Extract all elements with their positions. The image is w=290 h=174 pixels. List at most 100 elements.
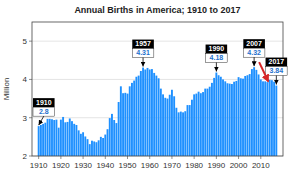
bar (264, 81, 266, 156)
bar (175, 108, 177, 156)
bars (38, 67, 278, 156)
bar (153, 73, 155, 156)
bar (220, 77, 222, 156)
bar (138, 76, 140, 156)
bar (135, 77, 137, 156)
bar (195, 94, 197, 156)
bar (258, 74, 260, 156)
x-tick-label: 1980 (185, 161, 203, 170)
bar (73, 124, 75, 156)
x-tick (127, 156, 128, 159)
bar (262, 81, 264, 156)
bar (109, 118, 111, 156)
x-axis: 1910192019301940195019601970198019902000… (30, 156, 270, 170)
bar (253, 67, 255, 156)
x-tick-label: 1950 (119, 161, 137, 170)
bar (213, 78, 215, 156)
bar (224, 81, 226, 156)
bar (260, 79, 262, 156)
annotation-value-box (132, 49, 154, 58)
annotation-value-box (243, 48, 265, 57)
bar (238, 77, 240, 156)
bar (189, 105, 191, 156)
x-tick-label: 2000 (230, 161, 248, 170)
x-tick (238, 156, 239, 159)
bar (84, 136, 86, 156)
x-tick (149, 156, 150, 159)
bar (242, 79, 244, 156)
x-tick-label: 1940 (96, 161, 114, 170)
x-tick-label: 1970 (163, 161, 181, 170)
annotation-value-box (206, 54, 228, 63)
x-tick (194, 156, 195, 159)
bar (120, 86, 122, 156)
bar (240, 78, 242, 156)
annotation-year-box (243, 39, 265, 48)
annotation-value: 2.8 (39, 108, 49, 115)
bar (115, 123, 117, 156)
bar (133, 81, 135, 156)
bar (44, 123, 46, 156)
bar (249, 74, 251, 156)
bar (49, 119, 51, 156)
x-tick (216, 156, 217, 159)
bar (255, 70, 257, 156)
y-tick-label: 4 (23, 75, 28, 84)
annotation-year-box (206, 45, 228, 54)
bar (53, 120, 55, 156)
y-tick-label: 2 (23, 152, 28, 161)
bar (162, 94, 164, 156)
annotation: 2007 4.32 (243, 39, 265, 66)
bar (55, 120, 57, 156)
annotation-value: 4.32 (247, 49, 261, 56)
annotation-value-box (266, 67, 288, 76)
bar (142, 68, 144, 156)
bar (155, 76, 157, 156)
bar (62, 117, 64, 156)
bar (169, 95, 171, 156)
annotation-arrow (143, 58, 144, 67)
bar (251, 69, 253, 156)
bar (215, 73, 217, 156)
bar (140, 71, 142, 156)
bar (113, 120, 115, 156)
annotation-year-box (266, 58, 288, 67)
annotation: 1910 2.8 (33, 98, 55, 125)
bar (122, 93, 124, 156)
bar (107, 129, 109, 156)
annotation-year: 2007 (246, 40, 262, 47)
bar (131, 83, 133, 156)
annotation-arrow (276, 76, 277, 85)
x-tick-label: 2010 (252, 161, 270, 170)
annotation-year: 1910 (36, 99, 52, 106)
bar (233, 82, 235, 156)
bar (222, 79, 224, 156)
y-tick (29, 41, 32, 42)
bar (102, 138, 104, 156)
bar (171, 90, 173, 156)
x-tick (60, 156, 61, 159)
bar (227, 83, 229, 156)
annotation-year: 1990 (209, 45, 225, 52)
bar (202, 92, 204, 156)
bar (149, 69, 151, 156)
y-axis-label: Million (2, 78, 11, 101)
bar (191, 100, 193, 156)
annotation: 19574.31 (132, 40, 154, 67)
annotation-year: 2017 (269, 58, 285, 65)
bar (271, 80, 273, 156)
bar (104, 135, 106, 156)
bar (160, 89, 162, 156)
bar (173, 96, 175, 156)
bar (184, 111, 186, 156)
x-tick (83, 156, 84, 159)
bar (144, 69, 146, 156)
bar (164, 98, 166, 156)
annotation-value-box (33, 107, 55, 116)
bar (158, 78, 160, 156)
bar (151, 69, 153, 156)
bar (78, 130, 80, 156)
title: Annual Births in America; 1910 to 2017 (74, 5, 240, 15)
bar (211, 83, 213, 156)
annotation-value: 4.31 (136, 49, 150, 56)
